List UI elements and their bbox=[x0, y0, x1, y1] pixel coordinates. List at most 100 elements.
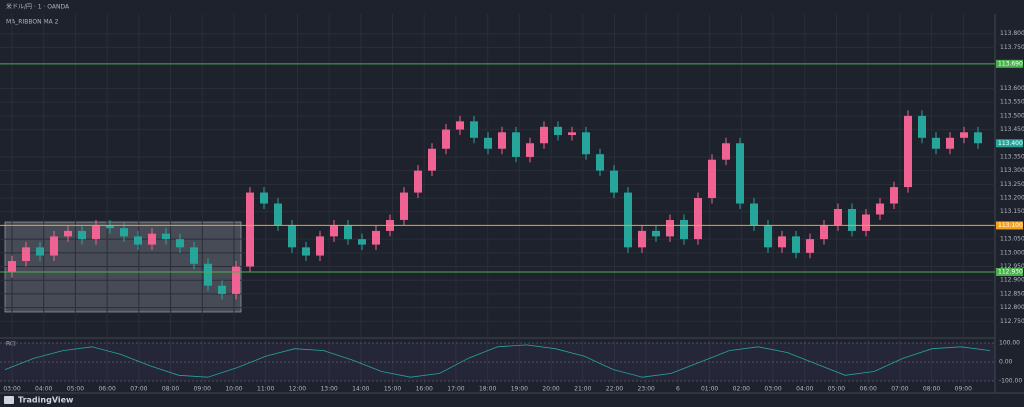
level-tag bbox=[996, 221, 1023, 230]
candle-body bbox=[274, 203, 282, 226]
x-tick-label: 09:00 bbox=[955, 386, 972, 393]
y-tick-label: 113.250 bbox=[1000, 181, 1024, 188]
y-tick-label: 112.900 bbox=[1000, 277, 1024, 284]
y-tick-label: 113.800 bbox=[1000, 30, 1024, 37]
candle-body bbox=[498, 132, 506, 149]
candle-body bbox=[190, 247, 198, 264]
indicator-label: MA_RIBBON MA 2 bbox=[6, 19, 59, 26]
candle-body bbox=[708, 159, 716, 199]
candle-body bbox=[316, 236, 324, 256]
footer-brand[interactable]: TradingView bbox=[18, 396, 74, 405]
x-tick-label: 04:00 bbox=[796, 386, 813, 393]
rci-tick-label: 0.00 bbox=[999, 359, 1013, 366]
x-tick-label: 08:00 bbox=[923, 386, 940, 393]
logo-icon bbox=[4, 396, 14, 404]
candle-body bbox=[918, 115, 926, 138]
x-tick-label: 04:00 bbox=[35, 386, 52, 393]
candle-body bbox=[820, 225, 828, 240]
candle-body bbox=[260, 192, 268, 204]
candle-body bbox=[974, 132, 982, 144]
y-tick-label: 113.050 bbox=[1000, 236, 1024, 243]
candle-body bbox=[64, 230, 72, 237]
y-tick-label: 113.550 bbox=[1000, 99, 1024, 106]
x-tick-label: 08:00 bbox=[162, 386, 179, 393]
y-tick-label: 113.300 bbox=[1000, 167, 1024, 174]
candle-body bbox=[148, 233, 156, 245]
candle-body bbox=[876, 203, 884, 215]
rci-label: RCI bbox=[6, 341, 16, 348]
candle-body bbox=[428, 148, 436, 171]
x-tick-label: 22:00 bbox=[606, 386, 623, 393]
x-tick-label: 15:00 bbox=[384, 386, 401, 393]
level-tag bbox=[996, 268, 1023, 276]
y-tick-label: 112.750 bbox=[1000, 318, 1024, 325]
rci-line bbox=[4, 344, 991, 378]
candle-body bbox=[932, 137, 940, 149]
candle-body bbox=[890, 187, 898, 204]
y-tick-label: 113.600 bbox=[1000, 85, 1024, 92]
candle-body bbox=[218, 285, 226, 294]
candle-body bbox=[666, 219, 674, 237]
y-tick-label: 113.500 bbox=[1000, 112, 1024, 119]
candle-body bbox=[92, 225, 100, 240]
candle-body bbox=[792, 236, 800, 253]
candle-body bbox=[582, 132, 590, 155]
x-tick-label: 03:00 bbox=[764, 386, 781, 393]
candle-body bbox=[862, 214, 870, 231]
candle-body bbox=[302, 247, 310, 256]
y-tick-label: 113.450 bbox=[1000, 126, 1024, 133]
y-tick-label: 113.200 bbox=[1000, 195, 1024, 202]
candle-body bbox=[484, 137, 492, 149]
candle-body bbox=[414, 170, 422, 193]
candle-body bbox=[162, 233, 170, 240]
x-tick-label: 07:00 bbox=[130, 386, 147, 393]
x-tick-label: 09:00 bbox=[194, 386, 211, 393]
last-price-label: 113.400 bbox=[998, 140, 1023, 147]
x-tick-label: 06:00 bbox=[860, 386, 877, 393]
candle-body bbox=[946, 137, 954, 149]
x-tick-label: 18:00 bbox=[479, 386, 496, 393]
x-tick-label: 02:00 bbox=[733, 386, 750, 393]
candle-body bbox=[330, 225, 338, 237]
x-tick-label: 6 bbox=[676, 386, 680, 393]
candle-body bbox=[176, 239, 184, 248]
last-price-tag bbox=[996, 139, 1023, 148]
candle-body bbox=[50, 236, 58, 256]
candle-body bbox=[834, 209, 842, 226]
y-tick-label: 113.000 bbox=[1000, 249, 1024, 256]
x-tick-label: 01:00 bbox=[701, 386, 718, 393]
candle-body bbox=[526, 143, 534, 157]
candle-body bbox=[400, 192, 408, 220]
level-label: 112.930 bbox=[998, 269, 1023, 276]
candle-body bbox=[554, 126, 562, 136]
candle-body bbox=[638, 230, 646, 248]
candle-body bbox=[736, 143, 744, 204]
candle-body bbox=[778, 236, 786, 248]
candle-body bbox=[512, 132, 520, 157]
candle-body bbox=[204, 263, 212, 286]
x-tick-label: 23:00 bbox=[638, 386, 655, 393]
candle-body bbox=[694, 198, 702, 240]
y-tick-label: 113.150 bbox=[1000, 208, 1024, 215]
x-tick-label: 20:00 bbox=[542, 386, 559, 393]
candle-body bbox=[806, 239, 814, 253]
x-tick-label: 12:00 bbox=[289, 386, 306, 393]
candle-body bbox=[904, 115, 912, 188]
symbol-title: 米ドル/円 · 1 · OANDA bbox=[6, 3, 70, 11]
candle-body bbox=[78, 230, 86, 240]
candle-body bbox=[288, 225, 296, 248]
x-tick-label: 07:00 bbox=[891, 386, 908, 393]
candle-body bbox=[848, 209, 856, 231]
x-tick-label: 05:00 bbox=[67, 386, 84, 393]
candle-body bbox=[442, 129, 450, 149]
y-tick-label: 112.800 bbox=[1000, 304, 1024, 311]
x-tick-label: 21:00 bbox=[574, 386, 591, 393]
candle-body bbox=[568, 132, 576, 136]
level-label: 113.100 bbox=[998, 222, 1023, 229]
candle-body bbox=[120, 228, 128, 237]
rci-tick-label: 100.00 bbox=[999, 340, 1020, 347]
x-tick-label: 16:00 bbox=[416, 386, 433, 393]
x-tick-label: 14:00 bbox=[352, 386, 369, 393]
candle-body bbox=[960, 132, 968, 138]
